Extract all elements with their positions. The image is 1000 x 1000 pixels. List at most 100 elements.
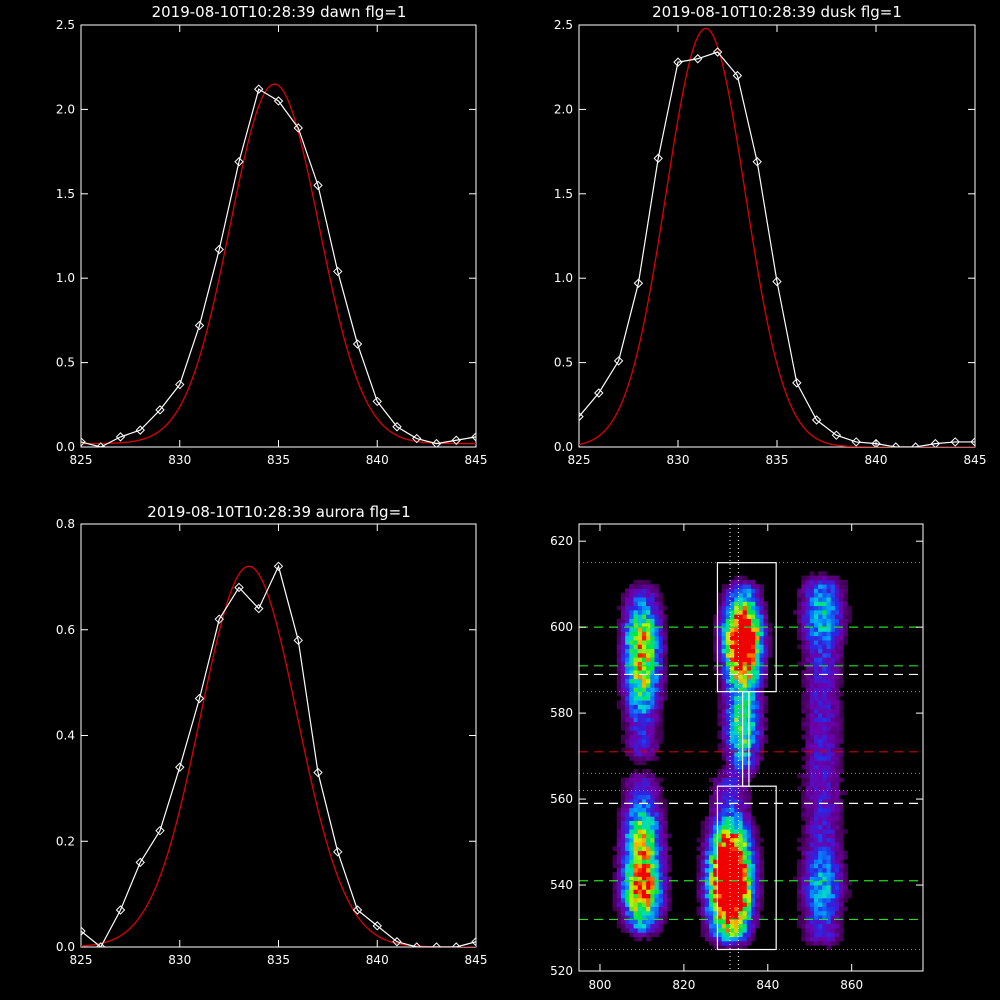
heatmap-cell bbox=[646, 738, 651, 744]
heatmap-cell bbox=[809, 708, 815, 714]
heatmap-cell bbox=[742, 743, 748, 748]
heatmap-cell bbox=[843, 627, 848, 632]
heatmap-cell bbox=[843, 893, 848, 899]
heatmap-cell bbox=[620, 674, 626, 680]
heatmap-cell bbox=[839, 648, 844, 654]
data-point-marker bbox=[81, 437, 86, 447]
heatmap-cell bbox=[650, 670, 655, 675]
heatmap-cell bbox=[625, 803, 630, 809]
heatmap-cell bbox=[620, 648, 626, 654]
heatmap-cell bbox=[834, 794, 840, 800]
heatmap-cell bbox=[734, 687, 739, 693]
heatmap-cell bbox=[717, 807, 723, 813]
heatmap-cell bbox=[759, 872, 764, 877]
heatmap-cell bbox=[734, 691, 739, 697]
heatmap-cell bbox=[805, 872, 811, 877]
heatmap-cell bbox=[805, 592, 811, 598]
heatmap-cell bbox=[620, 717, 626, 723]
heatmap-cell bbox=[637, 807, 643, 813]
heatmap-cell bbox=[742, 592, 748, 598]
heatmap-cell bbox=[813, 756, 819, 761]
heatmap-cell bbox=[751, 859, 756, 864]
heatmap-cell bbox=[755, 897, 760, 903]
heatmap-cell bbox=[809, 648, 815, 654]
heatmap-cell bbox=[629, 824, 634, 830]
heatmap-cell bbox=[641, 691, 647, 697]
heatmap-cell bbox=[717, 915, 723, 920]
heatmap-cell bbox=[658, 876, 664, 882]
heatmap-cell bbox=[751, 695, 756, 701]
heatmap-cell bbox=[641, 893, 647, 899]
heatmap-cell bbox=[654, 734, 660, 740]
heatmap-cell bbox=[616, 829, 622, 834]
heatmap-cell bbox=[797, 897, 802, 903]
x-tick-label: 825 bbox=[568, 453, 591, 467]
heatmap-cell bbox=[755, 665, 760, 671]
heatmap-cell bbox=[805, 889, 811, 895]
heatmap-cell bbox=[738, 803, 744, 809]
heatmap-cell bbox=[637, 627, 643, 632]
heatmap-cell bbox=[839, 738, 844, 744]
heatmap-cell bbox=[763, 627, 769, 632]
heatmap-cell bbox=[742, 734, 748, 740]
x-tick-label: 840 bbox=[366, 453, 389, 467]
heatmap-cell bbox=[629, 842, 634, 847]
heatmap-cell bbox=[751, 609, 756, 615]
heatmap-cell bbox=[662, 627, 668, 632]
heatmap-cell bbox=[730, 704, 735, 710]
heatmap-cell bbox=[704, 885, 710, 890]
heatmap-cell bbox=[625, 885, 630, 890]
heatmap-cell bbox=[759, 902, 764, 907]
heatmap-cell bbox=[704, 915, 710, 920]
heatmap-cell bbox=[616, 811, 622, 817]
heatmap-cell bbox=[646, 644, 651, 650]
heatmap-cell bbox=[818, 601, 823, 607]
heatmap-cell bbox=[826, 897, 832, 903]
heatmap-cell bbox=[721, 893, 727, 899]
heatmap-cell bbox=[830, 915, 836, 920]
heatmap-cell bbox=[620, 678, 626, 684]
heatmap-cell bbox=[658, 730, 664, 736]
heatmap-cell bbox=[725, 764, 731, 770]
heatmap-cell bbox=[839, 863, 844, 869]
x-tick-label: 825 bbox=[70, 953, 93, 967]
heatmap-cell bbox=[633, 730, 639, 736]
heatmap-cell bbox=[734, 674, 739, 680]
heatmap-cell bbox=[641, 640, 647, 645]
heatmap-cell bbox=[721, 661, 727, 667]
heatmap-cell bbox=[637, 893, 643, 899]
heatmap-cell bbox=[742, 945, 748, 950]
heatmap-cell bbox=[818, 627, 823, 632]
heatmap-cell bbox=[713, 799, 718, 804]
heatmap-cell bbox=[637, 923, 643, 929]
heatmap-cell bbox=[616, 880, 622, 886]
heatmap-cell bbox=[805, 850, 811, 856]
heatmap-cell bbox=[797, 859, 802, 864]
heatmap-cell bbox=[633, 618, 639, 624]
heatmap-cell bbox=[654, 584, 660, 589]
heatmap-cell bbox=[734, 764, 739, 770]
heatmap-cell bbox=[725, 614, 731, 619]
heatmap-cell bbox=[746, 859, 752, 864]
heatmap-cell bbox=[625, 648, 630, 654]
heatmap-cell bbox=[767, 652, 773, 658]
heatmap-cell bbox=[801, 618, 806, 624]
heatmap-cell bbox=[746, 605, 752, 611]
heatmap-cell bbox=[717, 902, 723, 907]
heatmap-cell bbox=[839, 880, 844, 886]
heatmap-cell bbox=[650, 588, 655, 594]
heatmap-cell bbox=[633, 674, 639, 680]
heatmap-cell bbox=[801, 842, 806, 847]
heatmap-cell bbox=[809, 644, 815, 650]
heatmap-cell bbox=[662, 854, 668, 860]
heatmap-cell bbox=[742, 609, 748, 615]
heatmap-cell bbox=[725, 777, 731, 783]
heatmap-cell bbox=[755, 846, 760, 852]
heatmap-cell bbox=[725, 648, 731, 654]
heatmap-cell bbox=[721, 678, 727, 684]
heatmap-cell bbox=[717, 678, 723, 684]
heatmap-cell bbox=[834, 786, 840, 791]
heatmap-cell bbox=[847, 889, 853, 895]
heatmap-cell bbox=[830, 695, 836, 701]
heatmap-cell bbox=[843, 605, 848, 611]
